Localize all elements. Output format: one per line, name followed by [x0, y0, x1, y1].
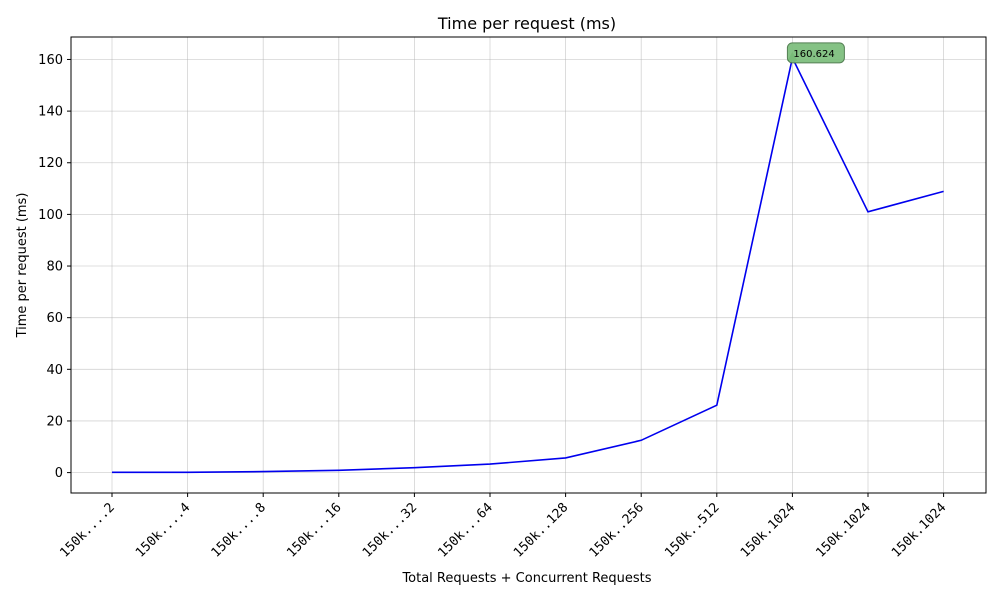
y-tick-label: 140: [38, 105, 63, 120]
y-tick-label: 100: [38, 208, 63, 223]
x-tick-label: 150k....8: [209, 500, 269, 560]
x-axis-label: Total Requests + Concurrent Requests: [401, 571, 651, 586]
y-tick-label: 0: [55, 466, 63, 481]
x-tick-label: 150k.1024: [813, 500, 874, 561]
x-tick-label: 150k....4: [133, 500, 194, 561]
x-tick-label: 150k..512: [662, 500, 722, 560]
y-axis-ticks: 0 20 40 60 80 100 120 140 160: [38, 53, 71, 481]
annotation-box: [786, 42, 845, 64]
y-tick-label: 20: [46, 414, 63, 429]
annotation-text: 160.624: [793, 49, 834, 60]
series-line: [112, 55, 944, 474]
x-tick-label: 150k.1024: [738, 500, 799, 561]
chart-title: Time per request (ms): [437, 14, 616, 33]
grid: [71, 37, 986, 493]
x-tick-label: 150k....2: [57, 500, 117, 560]
y-tick-label: 60: [46, 311, 63, 326]
x-tick-label: 150k..128: [511, 500, 571, 560]
y-tick-label: 120: [38, 156, 63, 171]
series-layer: [112, 55, 944, 474]
x-tick-label: 150k..256: [587, 500, 647, 560]
y-axis-label: Time per request (ms): [15, 193, 30, 339]
plot-frame: [70, 36, 987, 494]
y-tick-label: 160: [38, 53, 63, 68]
x-axis-ticks: 150k....2 150k....4 150k....8 150k...16 150k…: [57, 493, 950, 561]
x-tick-label: 150k...16: [284, 500, 344, 560]
y-tick-label: 80: [46, 260, 63, 275]
x-tick-label: 150k...32: [360, 500, 420, 560]
x-tick-label: 150k.1024: [889, 500, 950, 561]
annotation-layer: 160.624: [786, 42, 845, 64]
x-tick-label: 150k...64: [435, 500, 496, 561]
y-tick-label: 40: [46, 363, 63, 378]
